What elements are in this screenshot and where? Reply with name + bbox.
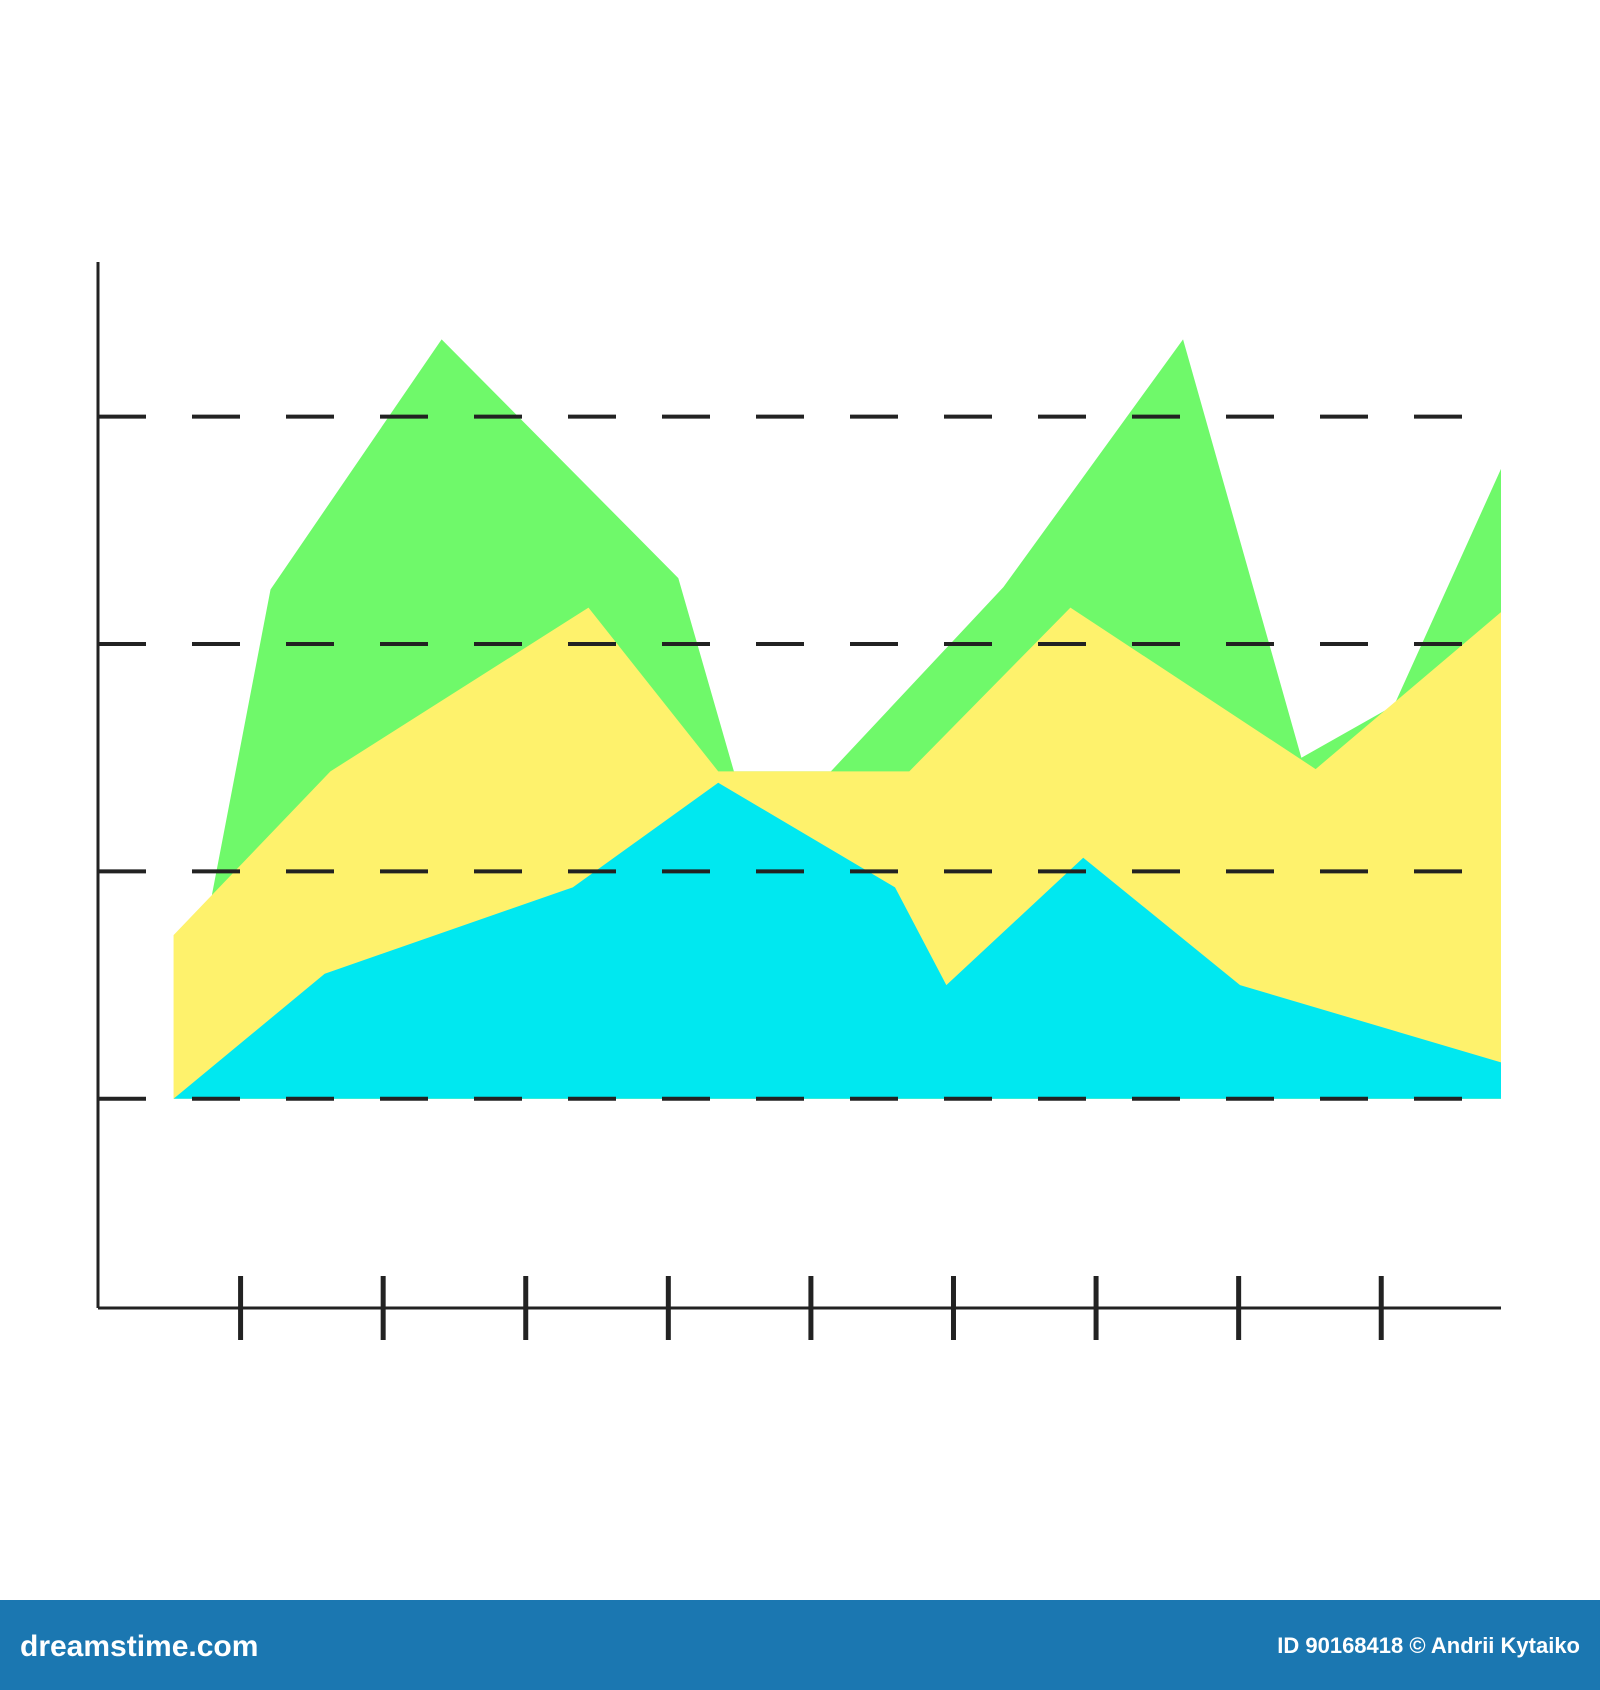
footer-bar [0, 1600, 1600, 1690]
footer-brand: dreamstime.com [20, 1630, 258, 1663]
area [173, 782, 1501, 1099]
plot [96, 262, 1501, 1340]
footer-credit: ID 90168418 © Andrii Kytaiko [1277, 1633, 1580, 1658]
